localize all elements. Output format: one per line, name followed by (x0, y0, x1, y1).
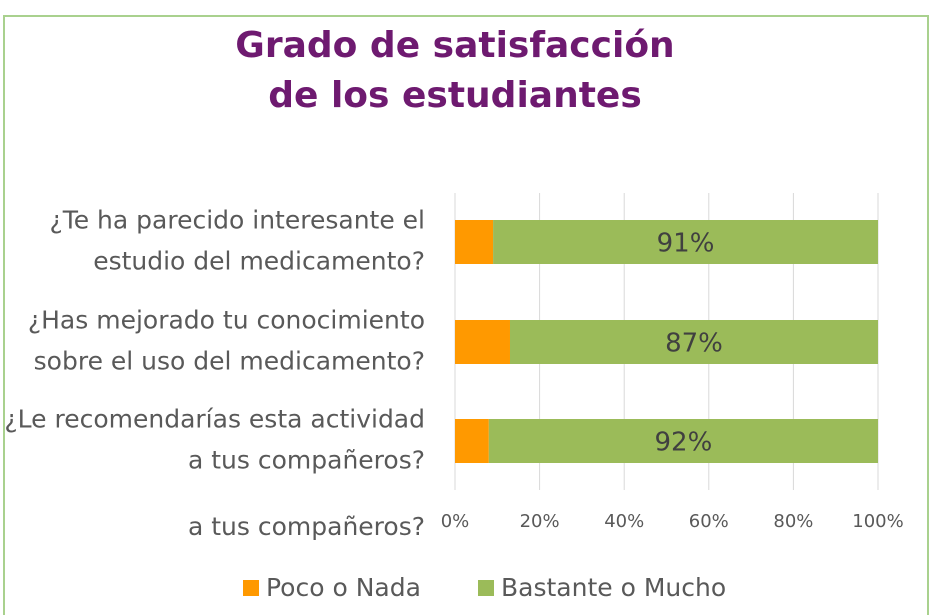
bar-segment (488, 419, 878, 463)
x-tick-label: 40% (604, 511, 644, 532)
x-tick-label: 0% (441, 511, 470, 532)
bar-segment (509, 320, 878, 364)
bar-segment (493, 220, 878, 264)
bar-segment (455, 419, 489, 463)
bar-segment (455, 220, 494, 264)
annotation: a tus compañeros? (188, 512, 425, 541)
data-label: 87% (665, 329, 723, 359)
legend-label: Bastante o Mucho (501, 573, 726, 602)
chart-title: Grado de satisfacción de los estudiantes (235, 25, 674, 116)
x-tick-label: 60% (689, 511, 729, 532)
chart-frame (3, 15, 929, 615)
x-tick-label: 20% (520, 511, 560, 532)
y-tick-label: ¿Te ha parecido interesante el estudio de… (49, 206, 425, 276)
bar-segment (455, 320, 510, 364)
legend-swatch (243, 580, 259, 596)
data-label: 92% (655, 428, 713, 458)
x-tick-label: 80% (773, 511, 813, 532)
y-tick-label: ¿Has mejorado tu conocimiento sobre el us… (28, 306, 425, 376)
y-tick-label: ¿Le recomendarías esta actividad a tus co… (4, 405, 425, 475)
data-label: 91% (657, 229, 715, 259)
x-tick-label: 100% (852, 511, 903, 532)
legend-label: Poco o Nada (266, 573, 421, 602)
legend-swatch (478, 580, 494, 596)
